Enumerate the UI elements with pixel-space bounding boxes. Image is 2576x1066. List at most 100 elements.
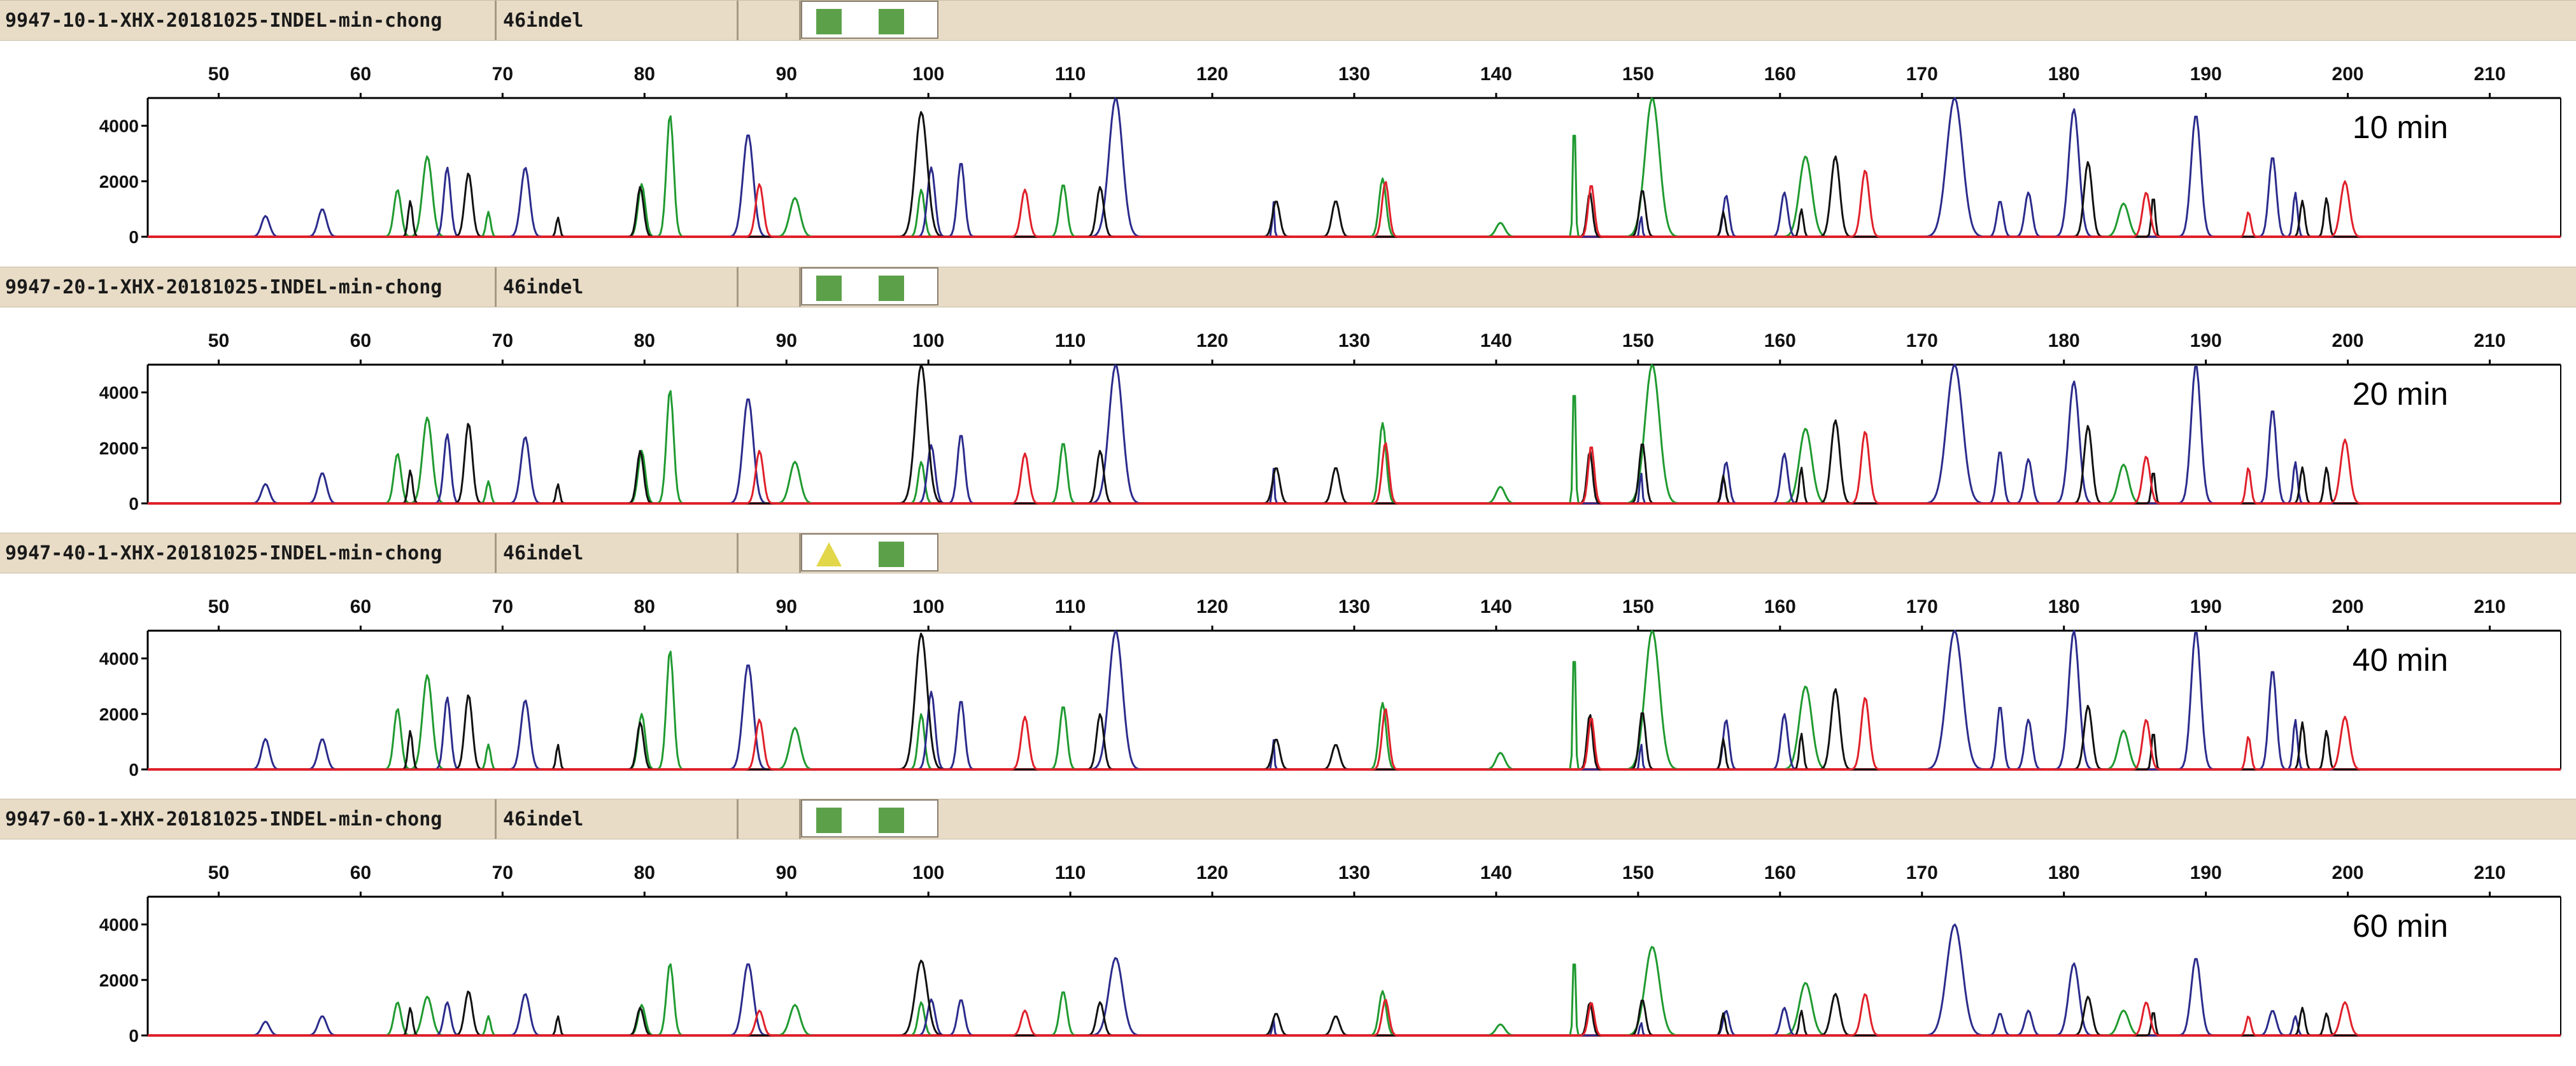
red-dye-trace bbox=[148, 993, 2560, 1037]
panel-name: 46indel bbox=[503, 808, 584, 831]
ok-square-shape bbox=[879, 9, 904, 34]
x-tick-label: 70 bbox=[492, 330, 513, 351]
x-tick-label: 140 bbox=[1480, 64, 1512, 85]
red-dye-trace bbox=[148, 697, 2560, 771]
x-tick-label: 130 bbox=[1338, 596, 1370, 617]
x-tick-label: 160 bbox=[1764, 862, 1796, 883]
sample-name-cell[interactable]: 9947-20-1-XHX-20181025-INDEL-min-chong bbox=[0, 267, 497, 307]
electropherogram-plot: 50 60 70 80 90 100 110 120 130 140 150 160 170 180 190… bbox=[99, 862, 2561, 1046]
ok-square-icon[interactable] bbox=[814, 274, 844, 303]
empty-cell bbox=[739, 267, 801, 307]
x-tick-label: 90 bbox=[776, 596, 797, 617]
x-tick-label: 110 bbox=[1055, 330, 1086, 351]
ok-square-icon[interactable] bbox=[876, 806, 907, 835]
panel-name-cell[interactable]: 46indel bbox=[497, 533, 739, 573]
empty-cell bbox=[739, 1, 801, 40]
quality-status-group[interactable] bbox=[801, 1, 938, 39]
x-tick-label: 60 bbox=[350, 862, 371, 883]
x-tick-label: 190 bbox=[2190, 596, 2222, 617]
x-tick-label: 200 bbox=[2332, 64, 2364, 85]
x-tick-label: 130 bbox=[1338, 862, 1370, 883]
x-tick-label: 130 bbox=[1338, 330, 1370, 351]
blue-dye-trace bbox=[148, 363, 2560, 505]
sample-name: 9947-60-1-XHX-20181025-INDEL-min-chong bbox=[5, 808, 442, 831]
sample-name: 9947-40-1-XHX-20181025-INDEL-min-chong bbox=[5, 542, 442, 565]
warning-triangle-icon[interactable] bbox=[814, 540, 844, 569]
warning-triangle-shape bbox=[816, 542, 842, 566]
x-tick-label: 120 bbox=[1196, 596, 1228, 617]
x-tick-label: 50 bbox=[208, 596, 229, 617]
electropherogram-plot: 50 60 70 80 90 100 110 120 130 140 150 160 170 180 190… bbox=[99, 330, 2561, 514]
ok-square-shape bbox=[879, 276, 904, 301]
x-tick-label: 210 bbox=[2473, 330, 2505, 351]
blue-dye-trace bbox=[148, 97, 2560, 238]
x-tick-label: 60 bbox=[350, 596, 371, 617]
sample-header-bar[interactable]: 9947-20-1-XHX-20181025-INDEL-min-chong 46… bbox=[0, 267, 2576, 307]
y-tick-label: 0 bbox=[129, 227, 139, 247]
black-dye-trace bbox=[148, 959, 2560, 1037]
ok-square-icon[interactable] bbox=[814, 7, 844, 36]
x-tick-label: 180 bbox=[2048, 64, 2080, 85]
x-tick-label: 50 bbox=[208, 64, 229, 85]
x-tick-label: 70 bbox=[492, 862, 513, 883]
x-tick-label: 80 bbox=[634, 862, 655, 883]
quality-status-group[interactable] bbox=[801, 267, 938, 305]
blue-dye-trace bbox=[148, 923, 2560, 1037]
x-tick-label: 80 bbox=[634, 596, 655, 617]
x-tick-label: 50 bbox=[208, 862, 229, 883]
x-tick-label: 60 bbox=[350, 64, 371, 85]
x-tick-label: 200 bbox=[2332, 330, 2364, 351]
x-tick-label: 170 bbox=[1906, 64, 1938, 85]
ok-square-shape bbox=[816, 276, 842, 301]
ok-square-icon[interactable] bbox=[814, 806, 844, 835]
x-tick-label: 100 bbox=[912, 596, 944, 617]
x-tick-label: 210 bbox=[2473, 596, 2505, 617]
time-label: 20 min bbox=[2353, 376, 2448, 412]
x-tick-label: 150 bbox=[1622, 862, 1654, 883]
sample-name-cell[interactable]: 9947-40-1-XHX-20181025-INDEL-min-chong bbox=[0, 533, 497, 573]
quality-status-group[interactable] bbox=[801, 533, 938, 572]
black-dye-trace bbox=[148, 633, 2560, 771]
x-tick-label: 100 bbox=[912, 862, 944, 883]
red-dye-trace bbox=[148, 169, 2560, 238]
x-tick-label: 150 bbox=[1622, 64, 1654, 85]
y-tick-label: 2000 bbox=[99, 971, 139, 990]
y-tick-label: 2000 bbox=[99, 705, 139, 724]
x-tick-label: 120 bbox=[1196, 862, 1228, 883]
x-tick-label: 90 bbox=[776, 330, 797, 351]
x-tick-label: 60 bbox=[350, 330, 371, 351]
x-tick-label: 70 bbox=[492, 596, 513, 617]
panel-name-cell[interactable]: 46indel bbox=[497, 799, 739, 839]
x-tick-label: 160 bbox=[1764, 596, 1796, 617]
x-tick-label: 80 bbox=[634, 64, 655, 85]
empty-cell bbox=[739, 533, 801, 573]
ok-square-icon[interactable] bbox=[876, 7, 907, 36]
ok-square-shape bbox=[816, 808, 842, 833]
panel-name: 46indel bbox=[503, 542, 584, 565]
x-tick-label: 160 bbox=[1764, 64, 1796, 85]
x-tick-label: 90 bbox=[776, 64, 797, 85]
x-tick-label: 80 bbox=[634, 330, 655, 351]
panel-name-cell[interactable]: 46indel bbox=[497, 267, 739, 307]
x-tick-label: 170 bbox=[1906, 596, 1938, 617]
panel-name-cell[interactable]: 46indel bbox=[497, 1, 739, 40]
ok-square-shape bbox=[879, 808, 904, 833]
x-tick-label: 170 bbox=[1906, 862, 1938, 883]
sample-name-cell[interactable]: 9947-60-1-XHX-20181025-INDEL-min-chong bbox=[0, 799, 497, 839]
x-tick-label: 140 bbox=[1480, 862, 1512, 883]
sample-name-cell[interactable]: 9947-10-1-XHX-20181025-INDEL-min-chong bbox=[0, 1, 497, 40]
y-tick-label: 4000 bbox=[99, 915, 139, 935]
sample-header-bar[interactable]: 9947-10-1-XHX-20181025-INDEL-min-chong 46… bbox=[0, 0, 2576, 41]
x-tick-label: 190 bbox=[2190, 330, 2222, 351]
sample-header-bar[interactable]: 9947-40-1-XHX-20181025-INDEL-min-chong 46… bbox=[0, 533, 2576, 573]
blue-dye-trace bbox=[148, 629, 2560, 771]
ok-square-icon[interactable] bbox=[876, 540, 907, 569]
x-tick-label: 100 bbox=[912, 330, 944, 351]
y-tick-label: 4000 bbox=[99, 116, 139, 136]
y-tick-label: 0 bbox=[129, 494, 139, 514]
sample-panel: 9947-60-1-XHX-20181025-INDEL-min-chong 46… bbox=[0, 799, 2576, 1066]
sample-header-bar[interactable]: 9947-60-1-XHX-20181025-INDEL-min-chong 46… bbox=[0, 799, 2576, 839]
ok-square-icon[interactable] bbox=[876, 274, 907, 303]
quality-status-group[interactable] bbox=[801, 799, 938, 838]
x-tick-label: 90 bbox=[776, 862, 797, 883]
